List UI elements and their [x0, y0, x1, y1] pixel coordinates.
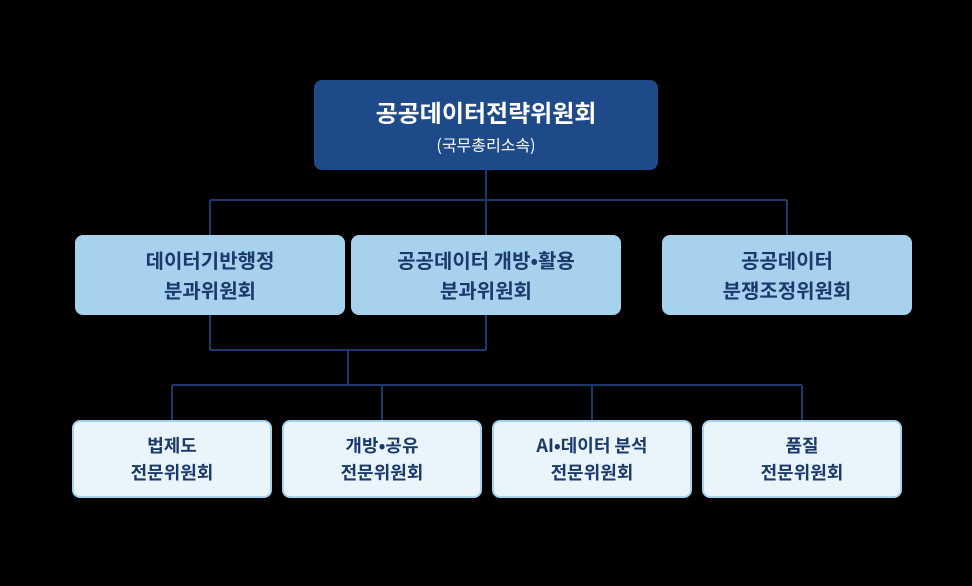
node-label-line1: 품질 — [785, 432, 818, 459]
node-label-line1: 법제도 — [147, 432, 197, 459]
level3-node-1: 개방•공유 전문위원회 — [282, 420, 482, 498]
node-label-line2: 분쟁조정위원회 — [723, 275, 852, 305]
node-label-line1: 공공데이터 개방•활용 — [397, 245, 575, 275]
node-label-line2: 전문위원회 — [341, 459, 424, 486]
level3-node-0: 법제도 전문위원회 — [72, 420, 272, 498]
node-label-line1: 데이터기반행정 — [146, 245, 275, 275]
node-label-line2: 분과위원회 — [440, 275, 532, 305]
level3-node-2: AI•데이터 분석 전문위원회 — [492, 420, 692, 498]
level3-node-3: 품질 전문위원회 — [702, 420, 902, 498]
root-subtitle: (국무총리소속) — [436, 132, 535, 156]
node-label-line1: 개방•공유 — [345, 432, 418, 459]
level2-node-1: 공공데이터 개방•활용 분과위원회 — [351, 235, 621, 315]
node-label-line1: 공공데이터 — [741, 245, 833, 275]
node-label-line2: 분과위원회 — [164, 275, 256, 305]
level2-node-2: 공공데이터 분쟁조정위원회 — [662, 235, 912, 315]
level2-node-0: 데이터기반행정 분과위원회 — [75, 235, 345, 315]
root-title: 공공데이터전략위원회 — [376, 94, 597, 130]
node-label-line1: AI•데이터 분석 — [536, 432, 647, 459]
node-label-line2: 전문위원회 — [761, 459, 844, 486]
node-label-line2: 전문위원회 — [131, 459, 214, 486]
org-chart: 공공데이터전략위원회 (국무총리소속) 데이터기반행정 분과위원회 공공데이터 … — [0, 0, 972, 586]
node-label-line2: 전문위원회 — [551, 459, 634, 486]
root-node: 공공데이터전략위원회 (국무총리소속) — [314, 80, 658, 170]
